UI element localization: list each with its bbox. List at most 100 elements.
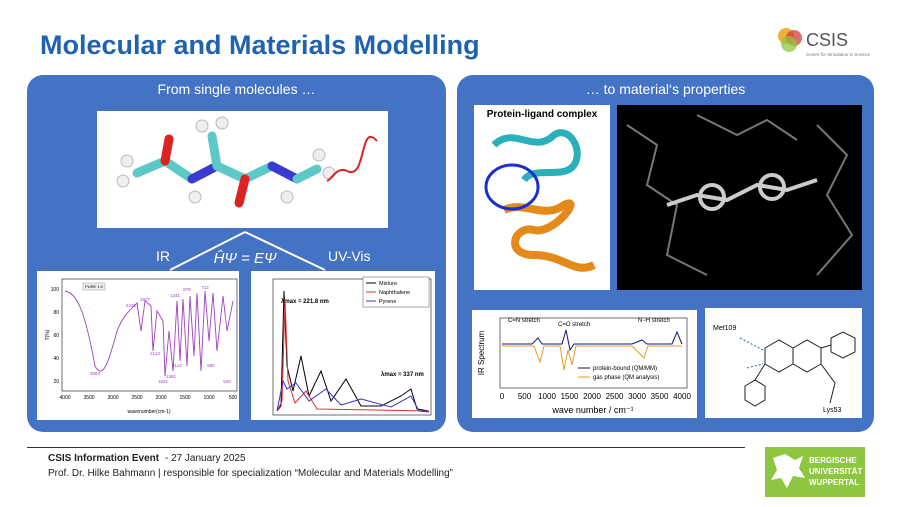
protein-curve <box>502 329 683 352</box>
peak-label: 1113 <box>172 363 182 368</box>
x-tick-label: 2000 <box>155 395 166 401</box>
y-tick-label: 60 <box>53 333 59 339</box>
x-tick-label: 500 <box>229 395 238 401</box>
x-tick-label: 1500 <box>561 392 579 401</box>
annotation: λmax = 337 nm <box>381 372 424 378</box>
x-tick-label: 500 <box>518 392 532 401</box>
background <box>617 105 862 290</box>
logo-text: CSIS <box>806 30 848 50</box>
plot-tag: PURE 1.0 <box>85 284 104 289</box>
x-tick-label: 0 <box>500 392 505 401</box>
peak-label: 540 <box>223 379 231 384</box>
y-label: T(%) <box>45 329 51 340</box>
protein-label: Protein-ligand complex <box>487 109 598 120</box>
x-tick-label: 1000 <box>538 392 556 401</box>
y-tick-label: 100 <box>51 287 60 293</box>
binding-site <box>484 163 540 211</box>
helix <box>502 199 596 272</box>
protein-image: Protein-ligand complex <box>474 105 610 290</box>
hbonds <box>739 337 764 369</box>
arrow <box>169 231 246 271</box>
axes <box>499 317 688 389</box>
peak-label: 1621 <box>158 379 169 384</box>
axes <box>272 278 432 416</box>
csis-logo: CSIS Centre for Simulation in Science <box>778 28 871 57</box>
ir-plot: PURE 1.0 T(%) wavenumber(cm-1) 100 80 60 40… <box>37 271 239 420</box>
equation: ĤΨ = EΨ <box>214 250 277 267</box>
footer-event: CSIS Information Event - 27 January 2025 <box>48 453 246 464</box>
arrow <box>326 136 378 182</box>
peak-label: 1361 <box>166 374 177 379</box>
hydrogens <box>116 116 336 204</box>
annotation: C=N stretch <box>508 318 540 324</box>
x-tick-label: 4000 <box>59 395 70 401</box>
x-tick-label: 3000 <box>107 395 118 401</box>
structure-image: Met109 Lys53 <box>705 308 862 418</box>
peak-label: 878 <box>183 287 191 292</box>
ir-curve <box>64 290 234 377</box>
peak-label: 690 <box>207 363 215 368</box>
x-tick-label: 2000 <box>583 392 601 401</box>
molecule-drawing <box>116 116 378 208</box>
footer-rule <box>27 447 745 448</box>
method-labels: IR UV-Vis ĤΨ = EΨ <box>156 231 371 271</box>
x-tick-label: 2500 <box>606 392 624 401</box>
uni-line: UNIVERSITÄT <box>809 467 863 476</box>
molecule-image <box>97 111 388 228</box>
peak-label: 1927 <box>140 297 151 302</box>
uni-line: BERGISCHE <box>809 456 857 465</box>
x-tick-label: 3500 <box>83 395 94 401</box>
peak-label: 1341 <box>170 293 181 298</box>
legend-entry: gas phase (QM analysis) <box>593 375 659 381</box>
annotation: N−H stretch <box>638 318 670 324</box>
annotation: λmax = 221.8 nm <box>281 299 329 305</box>
x-tick-label: 1500 <box>179 395 190 401</box>
logo-emblem <box>771 454 805 488</box>
ligand <box>666 173 818 211</box>
axes <box>61 278 238 392</box>
x-tick-label: 4000 <box>673 392 691 401</box>
university-name: BERGISCHE UNIVERSITÄT WUPPERTAL <box>809 455 862 488</box>
structure-label: Met109 <box>713 325 736 332</box>
bonds <box>132 131 322 208</box>
legend-entry: Mixture <box>379 281 397 287</box>
peak-label: 712 <box>201 285 209 290</box>
legend-entry: Pyrene <box>379 299 396 305</box>
y-tick-label: 40 <box>53 356 59 362</box>
y-label: IR Spectrum <box>477 330 486 375</box>
material-image <box>617 105 862 290</box>
peak-label: 2233 <box>126 303 137 308</box>
frame <box>626 114 854 276</box>
peak-label: 3084 <box>90 371 101 376</box>
logo-circle <box>781 36 797 52</box>
tag-box <box>82 282 106 291</box>
helix <box>491 129 581 183</box>
legend-entry: protein-bound (QM/MM) <box>593 366 657 372</box>
arrow <box>244 231 326 271</box>
x-tick-label: 3500 <box>651 392 669 401</box>
panel-heading: … to material‘s properties <box>585 81 746 97</box>
uv-plot: Mixture Naphthalene Pyrene λmax = 221.8 … <box>251 271 435 420</box>
ir-spectrum: IR Spectrum wave number / cm⁻¹ C=N stret… <box>472 310 697 418</box>
event-date: - 27 January 2025 <box>164 453 246 464</box>
panel-heading: From single molecules … <box>157 81 316 97</box>
gas-curve <box>502 345 682 371</box>
peak-label: 2113 <box>150 351 160 356</box>
rings <box>744 331 856 407</box>
naphthalene-curve <box>276 298 430 412</box>
x-tick-label: 3000 <box>628 392 646 401</box>
x-label: wavenumber(cm-1) <box>127 409 170 415</box>
footer-speaker: Prof. Dr. Hilke Bahmann | responsible fo… <box>48 468 453 479</box>
pyrene-curve <box>276 379 430 413</box>
structure-label: Lys53 <box>823 407 842 414</box>
mixture-curve <box>276 290 430 412</box>
event-name: CSIS Information Event <box>48 453 160 464</box>
y-tick-label: 20 <box>53 379 59 385</box>
y-tick-label: 80 <box>53 310 59 316</box>
emblem <box>771 454 805 488</box>
logo-tagline: Centre for Simulation in Science <box>806 52 871 57</box>
x-label: wave number / cm⁻¹ <box>551 405 633 415</box>
label-uv: UV-Vis <box>328 248 371 264</box>
uni-line: WUPPERTAL <box>809 478 860 487</box>
